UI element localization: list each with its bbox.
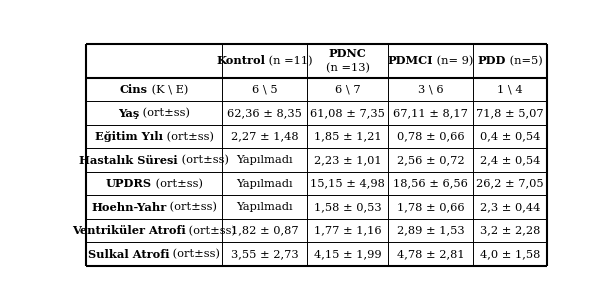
Text: 6 \ 7: 6 \ 7 xyxy=(335,85,360,95)
Text: 26,2 ± 7,05: 26,2 ± 7,05 xyxy=(476,179,544,189)
Text: Ventriküler Atrofi: Ventriküler Atrofi xyxy=(72,225,186,236)
Text: 18,56 ± 6,56: 18,56 ± 6,56 xyxy=(393,179,468,189)
Text: (K \ E): (K \ E) xyxy=(148,85,188,95)
Text: (ort±ss): (ort±ss) xyxy=(162,132,213,142)
Text: (ort±ss): (ort±ss) xyxy=(178,155,229,165)
Text: (n= 9): (n= 9) xyxy=(433,56,473,66)
Text: 4,15 ± 1,99: 4,15 ± 1,99 xyxy=(314,249,381,259)
Text: 1 \ 4: 1 \ 4 xyxy=(497,85,523,95)
Text: 1,77 ± 1,16: 1,77 ± 1,16 xyxy=(314,226,381,236)
Text: 3,55 ± 2,73: 3,55 ± 2,73 xyxy=(231,249,299,259)
Text: (n=5): (n=5) xyxy=(506,56,543,66)
Text: PDMCI: PDMCI xyxy=(387,55,433,66)
Text: 15,15 ± 4,98: 15,15 ± 4,98 xyxy=(310,179,385,189)
Text: 2,23 ± 1,01: 2,23 ± 1,01 xyxy=(314,155,381,165)
Text: 2,89 ± 1,53: 2,89 ± 1,53 xyxy=(397,226,465,236)
Text: (ort±ss): (ort±ss) xyxy=(186,226,237,236)
Text: Yaş: Yaş xyxy=(118,108,139,119)
Text: Cins: Cins xyxy=(120,84,148,95)
Text: 62,36 ± 8,35: 62,36 ± 8,35 xyxy=(227,108,302,118)
Text: 1,85 ± 1,21: 1,85 ± 1,21 xyxy=(314,132,381,142)
Text: Yapılmadı: Yapılmadı xyxy=(237,179,293,189)
Text: 2,3 ± 0,44: 2,3 ± 0,44 xyxy=(480,202,540,212)
Text: (n =11): (n =11) xyxy=(265,56,313,66)
Text: Eğitim Yılı: Eğitim Yılı xyxy=(94,131,162,142)
Text: PDNC: PDNC xyxy=(329,48,367,59)
Text: Yapılmadı: Yapılmadı xyxy=(237,202,293,212)
Text: 0,4 ± 0,54: 0,4 ± 0,54 xyxy=(480,132,540,142)
Text: Sulkal Atrofi: Sulkal Atrofi xyxy=(88,249,169,260)
Text: 2,4 ± 0,54: 2,4 ± 0,54 xyxy=(480,155,540,165)
Text: Hastalık Süresi: Hastalık Süresi xyxy=(79,155,178,166)
Text: 4,78 ± 2,81: 4,78 ± 2,81 xyxy=(397,249,465,259)
Text: (ort±ss): (ort±ss) xyxy=(139,108,190,118)
Text: 0,78 ± 0,66: 0,78 ± 0,66 xyxy=(397,132,465,142)
Text: (ort±ss): (ort±ss) xyxy=(169,249,220,259)
Text: (ort±ss): (ort±ss) xyxy=(151,178,203,189)
Text: 1,58 ± 0,53: 1,58 ± 0,53 xyxy=(314,202,381,212)
Text: 2,27 ± 1,48: 2,27 ± 1,48 xyxy=(231,132,299,142)
Text: Yapılmadı: Yapılmadı xyxy=(237,155,293,165)
Text: 6 \ 5: 6 \ 5 xyxy=(252,85,278,95)
Text: 3,2 ± 2,28: 3,2 ± 2,28 xyxy=(480,226,540,236)
Text: 4,0 ± 1,58: 4,0 ± 1,58 xyxy=(480,249,540,259)
Text: 71,8 ± 5,07: 71,8 ± 5,07 xyxy=(476,108,544,118)
Text: PDD: PDD xyxy=(478,55,506,66)
Text: Kontrol: Kontrol xyxy=(216,55,265,66)
Text: 1,78 ± 0,66: 1,78 ± 0,66 xyxy=(397,202,465,212)
Text: 1,82 ± 0,87: 1,82 ± 0,87 xyxy=(231,226,299,236)
Text: Hoehn-Yahr: Hoehn-Yahr xyxy=(91,202,166,213)
Text: 67,11 ± 8,17: 67,11 ± 8,17 xyxy=(393,108,468,118)
Text: (ort±ss): (ort±ss) xyxy=(166,202,217,212)
Text: 61,08 ± 7,35: 61,08 ± 7,35 xyxy=(310,108,385,118)
Text: 2,56 ± 0,72: 2,56 ± 0,72 xyxy=(397,155,465,165)
Text: (n =13): (n =13) xyxy=(326,63,370,73)
Text: 3 \ 6: 3 \ 6 xyxy=(418,85,443,95)
Text: UPDRS: UPDRS xyxy=(105,178,151,189)
